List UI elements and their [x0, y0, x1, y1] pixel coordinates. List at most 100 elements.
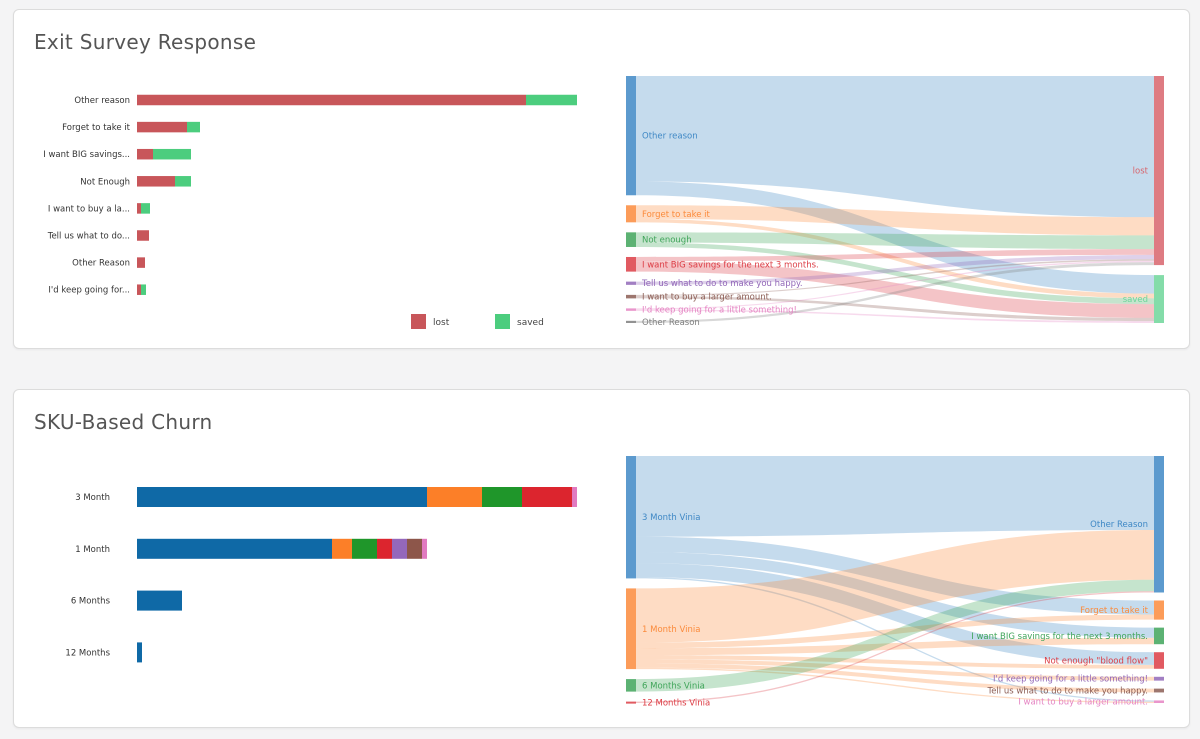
sku-sankey-target-node-not-enough-blood-flow [1154, 652, 1164, 669]
sku-sankey-target-label-i-want-big-savings-for-the-next-3-months: I want BIG savings for the next 3 months… [971, 632, 1148, 642]
sku-sankey-source-node-3-month-vinia [626, 456, 636, 579]
sku-sankey-link-13 [636, 591, 1154, 703]
exit-survey-title: Exit Survey Response [34, 30, 257, 54]
exit-bar-saved-2 [153, 148, 191, 160]
sku-sankey-target-label-tell-us-what-to-do-to-make-you-happy: Tell us what to do to make you happy. [986, 687, 1148, 697]
exit-sankey-link-2 [636, 205, 1154, 236]
exit-sankey-source-node-forget-to-take-it [626, 205, 636, 223]
sku-sankey-source-label-6-months-vinia: 6 Months Vinia [642, 681, 705, 691]
exit-bar-lost-0 [137, 94, 526, 106]
sku-sankey-source-label-12-months-vinia: 12 Months Vinia [642, 699, 710, 709]
sku-sankey-target-label-i-d-keep-going-for-a-little-something: I'd keep going for a little something! [993, 675, 1148, 685]
sku-bar-i-want-big-savings-for-the-next-3-months-1 [352, 538, 377, 559]
exit-bar-tick-label: Other reason [74, 96, 130, 106]
exit-bar-tick-label: I want to buy a la... [48, 204, 130, 214]
sku-sankey-source-label-1-month-vinia: 1 Month Vinia [642, 625, 700, 635]
sku-sankey-target-label-other-reason: Other Reason [1090, 520, 1148, 530]
exit-survey-card: Exit Survey Response [13, 9, 1190, 349]
sku-sankey-link-5 [636, 529, 1154, 643]
exit-bar-saved-3 [175, 176, 191, 187]
sku-bar-not-enough-blood-flow-1 [377, 538, 392, 559]
sku-bar-forget-to-take-it-0 [427, 487, 482, 507]
exit-sankey-source-label-i-want-to-buy-a-larger-amount: I want to buy a larger amount. [642, 293, 772, 303]
exit-sankey-link-7 [636, 261, 1154, 318]
exit-sankey-source-label-other-reason: Other Reason [642, 318, 700, 328]
exit-bar-tick-label: Other Reason [72, 259, 130, 269]
exit-sankey-source-label-forget-to-take-it: Forget to take it [642, 210, 710, 220]
exit-sankey-source-label-other-reason: Other reason [642, 132, 698, 142]
exit-sankey-source-label-i-want-big-savings-for-the-next-3-months: I want BIG savings for the next 3 months… [642, 260, 819, 270]
sku-sankey-target-node-forget-to-take-it [1154, 600, 1164, 620]
sku-bar-tick-label: 1 Month [75, 545, 110, 555]
exit-sankey-target-node-saved [1154, 275, 1164, 323]
legend-label-saved: saved [517, 318, 544, 328]
sku-sankey-target-node-i-d-keep-going-for-a-little-something [1154, 676, 1164, 681]
exit-sankey-source-node-other-reason [626, 76, 636, 196]
exit-sankey-source-node-i-want-big-savings-for-the-next-3-months [626, 256, 636, 272]
exit-sankey-source-node-tell-us-what-to-do-to-make-you-happy [626, 281, 636, 285]
sku-bar-tick-label: 12 Months [65, 648, 110, 658]
sku-sankey-link-3 [636, 563, 1154, 665]
sku-bar-tick-label: 3 Month [75, 493, 110, 503]
exit-bar-tick-label: Tell us what to do... [47, 232, 130, 242]
exit-sankey-source-label-not-enough: Not enough [642, 236, 692, 246]
sku-churn-title: SKU-Based Churn [34, 410, 213, 434]
sku-sankey-target-label-not-enough-blood-flow: Not enough "blood flow" [1044, 657, 1148, 667]
sku-sankey-source-node-1-month-vinia [626, 588, 636, 670]
exit-sankey-source-node-i-want-to-buy-a-larger-amount [626, 294, 636, 299]
exit-sankey-link-6 [636, 249, 1154, 262]
sku-bar-other-reason-3 [137, 642, 142, 663]
sku-sankey-target-label-forget-to-take-it: Forget to take it [1080, 606, 1148, 616]
exit-sankey-link-10 [636, 295, 1154, 322]
exit-bar-tick-label: Not Enough [80, 177, 130, 187]
sku-sankey-target-node-i-want-to-buy-a-larger-amount [1154, 700, 1164, 703]
exit-sankey-source-node-not-enough [626, 232, 636, 247]
sku-sankey-link-4 [636, 577, 1154, 702]
sku-sankey-source-label-3-month-vinia: 3 Month Vinia [642, 513, 700, 523]
sku-sankey-link-1 [636, 536, 1154, 615]
legend-swatch-lost [411, 314, 426, 329]
exit-bar-saved-4 [141, 203, 150, 214]
sku-bar-tick-label: 6 Months [71, 597, 111, 607]
sku-bar-i-want-big-savings-for-the-next-3-months-0 [482, 487, 522, 507]
exit-bar-lost-2 [137, 148, 153, 160]
exit-bar-tick-label: Forget to take it [62, 123, 130, 133]
exit-sankey-link-1 [636, 181, 1154, 294]
exit-sankey-target-label-lost: lost [1133, 167, 1149, 177]
sku-bar-forget-to-take-it-1 [332, 538, 352, 559]
sku-sankey-link-7 [636, 637, 1154, 656]
sku-bar-i-want-to-buy-a-larger-amount-0 [572, 487, 577, 507]
sku-bar-other-reason-2 [137, 590, 182, 611]
sku-sankey-link-9 [636, 659, 1154, 681]
exit-sankey-source-label-tell-us-what-to-do-to-make-you-happy: Tell us what to do to make you happy. [641, 279, 803, 289]
exit-bar-lost-1 [137, 121, 187, 133]
exit-bar-lost-5 [137, 230, 149, 241]
sku-sankey-link-11 [636, 667, 1154, 703]
sku-sankey-link-10 [636, 663, 1154, 693]
sku-sankey-target-node-i-want-big-savings-for-the-next-3-months [1154, 627, 1164, 645]
exit-sankey-target-node-lost [1154, 76, 1164, 266]
exit-sankey-link-11 [636, 260, 1154, 310]
sku-sankey-link-6 [636, 614, 1154, 649]
sku-bar-tell-us-what-to-do-to-make-you-happy-1 [407, 538, 422, 559]
exit-sankey-link-12 [636, 309, 1154, 323]
exit-sankey-source-node-other-reason [626, 320, 636, 323]
exit-sankey-target-label-saved: saved [1123, 295, 1148, 305]
sku-sankey-target-node-tell-us-what-to-do-to-make-you-happy [1154, 688, 1164, 693]
exit-sankey-link-8 [636, 254, 1154, 285]
exit-sankey-link-3 [636, 218, 1154, 299]
sku-sankey-source-node-6-months-vinia [626, 679, 636, 692]
exit-bar-tick-label: I'd keep going for... [48, 286, 130, 296]
sku-sankey-link-0 [636, 456, 1154, 537]
sku-bar-other-reason-0 [137, 487, 427, 507]
exit-sankey-link-5 [636, 242, 1154, 305]
exit-sankey-link-13 [636, 262, 1154, 323]
exit-sankey-source-node-i-d-keep-going-for-a-little-something [626, 308, 636, 311]
exit-bar-lost-3 [137, 176, 175, 187]
sku-sankey-source-node-12-months-vinia [626, 701, 636, 704]
exit-bar-lost-6 [137, 257, 145, 268]
sku-bar-i-d-keep-going-for-a-little-something-1 [392, 538, 407, 559]
sku-sankey-link-2 [636, 551, 1154, 638]
exit-sankey-link-9 [636, 259, 1154, 296]
